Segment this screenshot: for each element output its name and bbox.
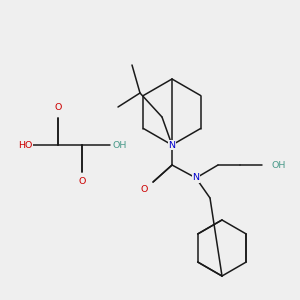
Text: O: O — [54, 103, 62, 112]
Text: N: N — [193, 173, 200, 182]
Text: O: O — [78, 178, 86, 187]
Text: OH: OH — [272, 160, 286, 169]
Text: O: O — [140, 185, 148, 194]
Text: N: N — [169, 140, 176, 149]
Text: HO: HO — [18, 140, 32, 149]
Text: OH: OH — [113, 140, 127, 149]
